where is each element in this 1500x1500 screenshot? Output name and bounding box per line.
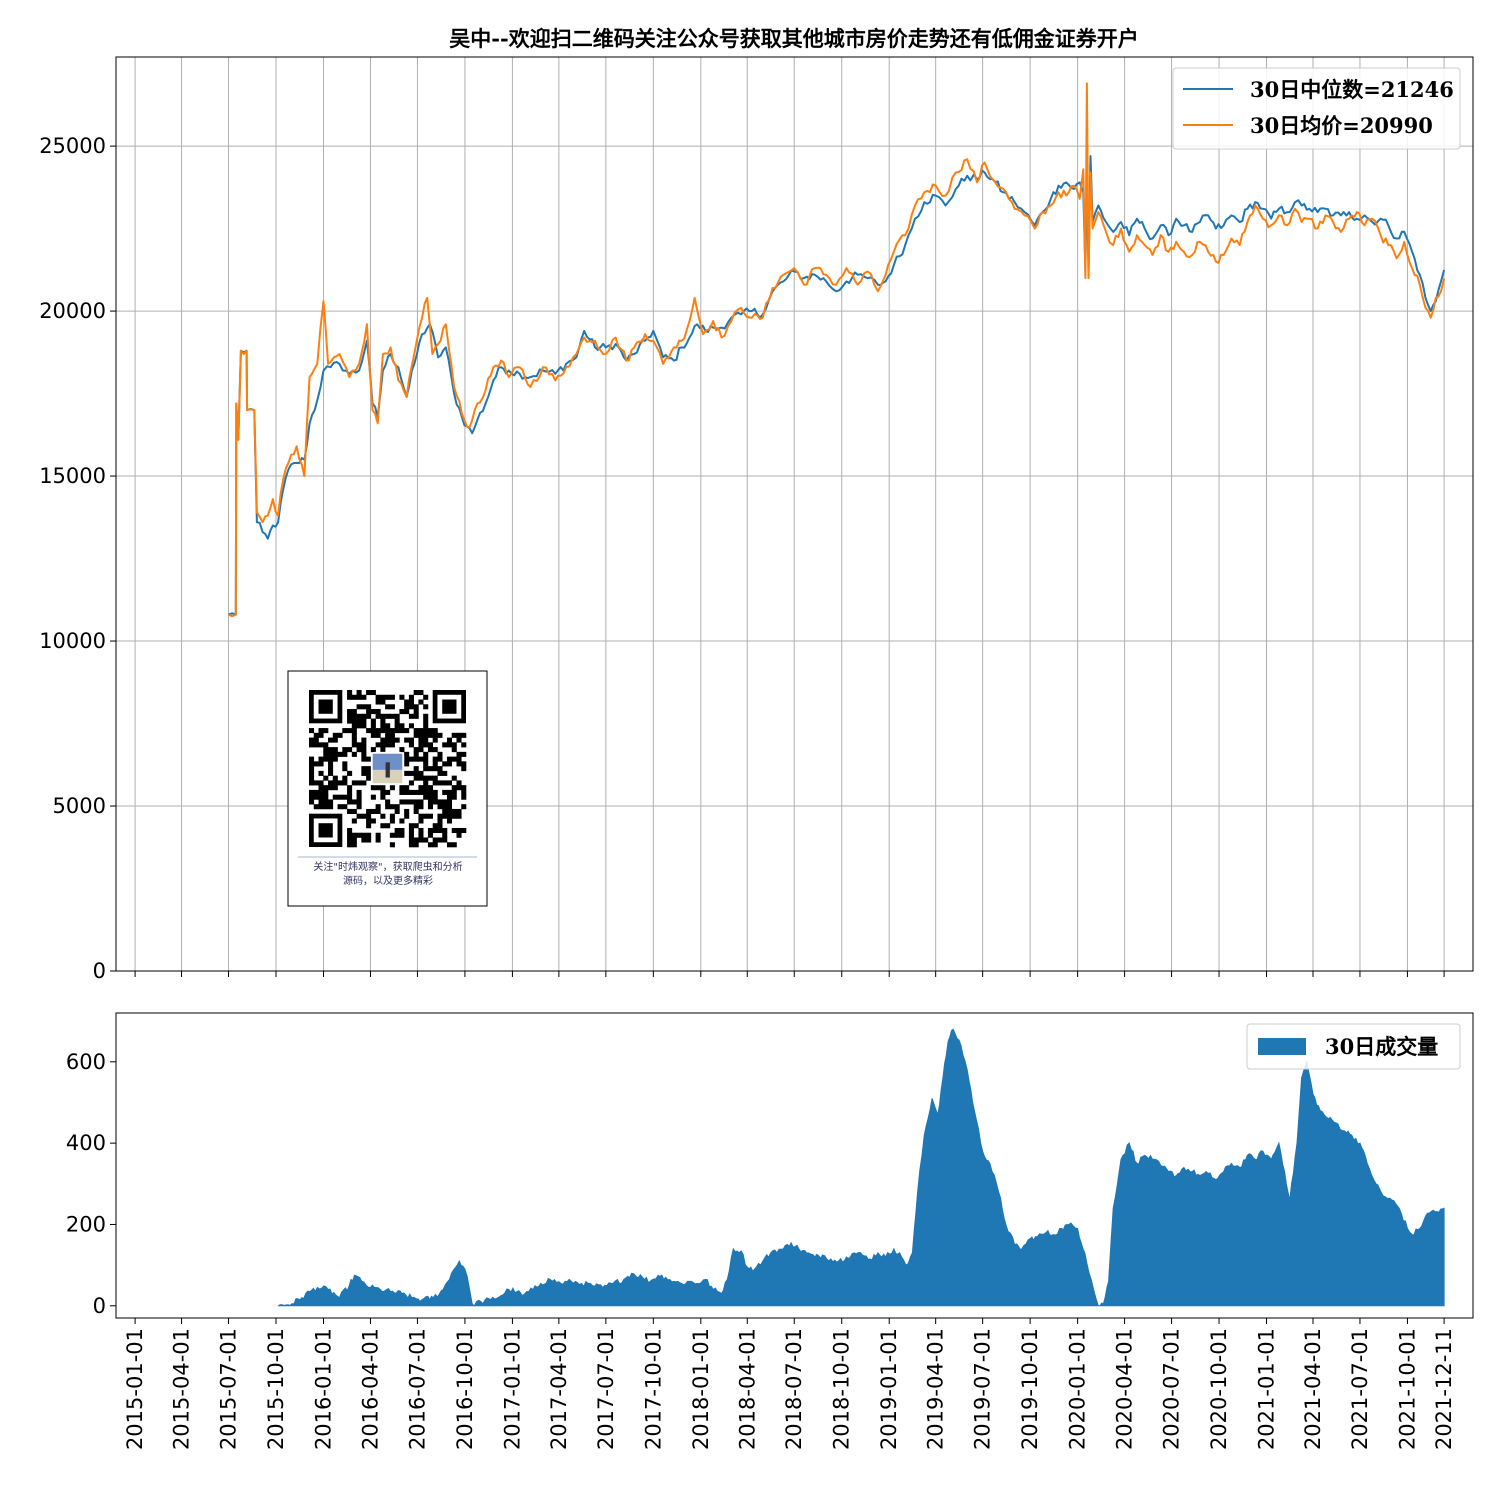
qr-caption-line-1: 关注"时炜观察"，获取爬虫和分析: [313, 860, 462, 873]
price-panel: 0 5000 10000 15000 20000 25000 30日中位数=21246 3…: [39, 56, 1474, 983]
volume-x-tick-label: 2020-07-01: [1160, 1328, 1184, 1450]
volume-x-tick-label: 2016-04-01: [358, 1328, 382, 1450]
volume-x-tick-label: 2021-04-01: [1301, 1328, 1325, 1450]
legend-label-volume: 30日成交量: [1325, 1034, 1438, 1059]
volume-x-tick-label: 2019-04-01: [924, 1328, 948, 1450]
legend-label-mean: 30日均价=20990: [1250, 113, 1433, 138]
price-y-tick-label: 20000: [39, 299, 106, 323]
mean-price-line: [228, 82, 1446, 618]
chart-title: 吴中--欢迎扫二维码关注公众号获取其他城市房价走势还有低佣金证券开户: [449, 26, 1138, 51]
volume-legend: 30日成交量: [1246, 1023, 1461, 1070]
volume-x-tick-label: 2015-04-01: [170, 1328, 194, 1450]
volume-x-tick-label: 2016-07-01: [405, 1328, 429, 1450]
qr-code-card[interactable]: 关注"时炜观察"，获取爬虫和分析 源码，以及更多精彩: [287, 670, 488, 907]
volume-y-tick-label: 600: [66, 1050, 106, 1074]
volume-x-ticks: 2015-01-01 2015-04-01 2015-07-01 2015-10-01…: [123, 1318, 1456, 1450]
price-y-tick-label: 15000: [39, 464, 106, 488]
qr-caption-line-2: 源码，以及更多精彩: [343, 874, 433, 887]
volume-y-tick-label: 200: [66, 1212, 106, 1236]
volume-x-tick-label: 2015-10-01: [264, 1328, 288, 1450]
price-y-tick-label: 10000: [39, 629, 106, 653]
volume-y-tick-label: 0: [93, 1294, 106, 1318]
volume-x-tick-label: 2020-01-01: [1066, 1328, 1090, 1450]
median-price-line: [228, 155, 1446, 616]
volume-x-tick-label: 2017-07-01: [594, 1328, 618, 1450]
volume-x-tick-label: 2017-10-01: [641, 1328, 665, 1450]
volume-x-tick-label: 2021-01-01: [1255, 1328, 1279, 1450]
volume-x-tick-label: 2021-07-01: [1348, 1328, 1372, 1450]
volume-x-tick-label: 2018-01-01: [689, 1328, 713, 1450]
price-x-ticks: [134, 971, 1445, 977]
price-y-tick-label: 25000: [39, 134, 106, 158]
volume-area: [277, 1028, 1445, 1307]
volume-x-tick-label: 2019-10-01: [1018, 1328, 1042, 1450]
price-y-ticks: 0 5000 10000 15000 20000 25000: [39, 134, 116, 983]
volume-x-tick-label: 2016-01-01: [311, 1328, 335, 1450]
volume-x-tick-label: 2019-01-01: [877, 1328, 901, 1450]
qr-code-image[interactable]: [309, 690, 467, 848]
legend-label-median: 30日中位数=21246: [1250, 77, 1454, 102]
volume-series: [277, 1028, 1445, 1307]
price-series: [228, 82, 1446, 618]
volume-x-tick-label: 2015-07-01: [217, 1328, 241, 1450]
volume-x-tick-label: 2017-04-01: [547, 1328, 571, 1450]
volume-panel: 0 200 400 600 2015-01-01 2015-04-01 2015-07-0…: [66, 1012, 1474, 1450]
price-y-tick-label: 5000: [53, 794, 106, 818]
volume-x-tick-label: 2020-10-01: [1207, 1328, 1231, 1450]
volume-x-tick-label: 2015-01-01: [123, 1328, 147, 1450]
volume-x-tick-label: 2019-07-01: [971, 1328, 995, 1450]
volume-x-tick-label: 2018-07-01: [782, 1328, 806, 1450]
price-legend: 30日中位数=21246 30日均价=20990: [1172, 67, 1461, 150]
volume-y-tick-label: 400: [66, 1131, 106, 1155]
volume-x-tick-label: 2017-01-01: [500, 1328, 524, 1450]
price-y-tick-label: 0: [93, 959, 106, 983]
avatar: [372, 753, 403, 770]
volume-x-tick-label: 2021-10-01: [1395, 1328, 1419, 1450]
volume-x-tick-label: 2016-10-01: [453, 1328, 477, 1450]
volume-y-ticks: 0 200 400 600: [66, 1050, 116, 1318]
volume-x-tick-label: 2018-04-01: [735, 1328, 759, 1450]
legend-swatch-volume: [1258, 1038, 1306, 1055]
volume-x-tick-label: 2018-10-01: [830, 1328, 854, 1450]
volume-x-tick-label: 2020-04-01: [1113, 1328, 1137, 1450]
volume-x-tick-label: 2021-12-11: [1432, 1328, 1456, 1450]
